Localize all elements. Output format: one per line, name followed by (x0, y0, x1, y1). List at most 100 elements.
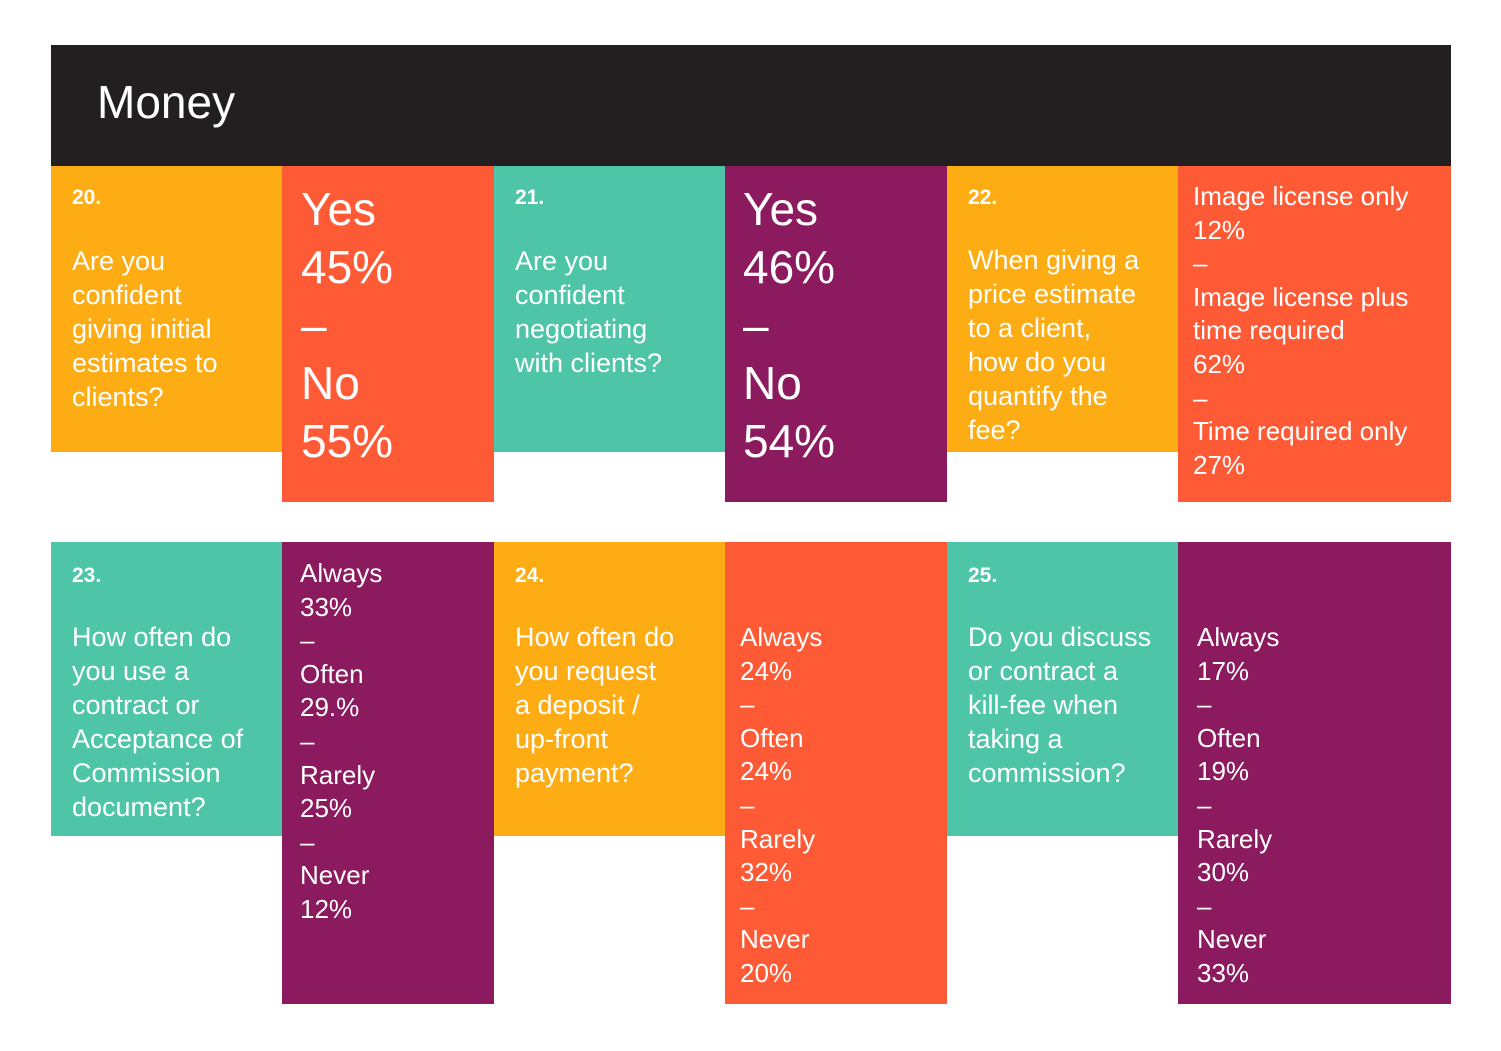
question-line: fee? (968, 415, 1021, 445)
answer-line: Yes (743, 183, 819, 235)
question-panel-20: 20. Are you confident giving initial est… (51, 166, 282, 452)
answer-line: time required (1193, 315, 1345, 346)
answer-line: 12% (1193, 214, 1246, 245)
question-line: you request (515, 656, 657, 686)
answer-text: Always 17% – Often 19% – Rarely 30% – Ne… (1197, 621, 1279, 991)
answer-text: Yes 45% – No 55% (301, 180, 393, 470)
header-bar: Money (51, 45, 1451, 166)
answer-line: 24% (740, 756, 793, 787)
answer-line: Always (300, 558, 383, 588)
question-text: When giving a price estimate to a client… (968, 243, 1139, 447)
question-line: estimates to (72, 348, 218, 378)
question-text: Are you confident giving initial estimat… (72, 244, 218, 414)
answer-line: Time required only (1193, 416, 1408, 447)
question-line: with clients? (515, 348, 663, 378)
question-line: contract or (72, 690, 200, 720)
question-line: negotiating (515, 314, 648, 344)
answer-line: 32% (740, 857, 793, 888)
question-line: confident (515, 280, 625, 310)
question-number: 23. (72, 564, 102, 587)
question-number: 22. (968, 186, 998, 209)
answer-line: 17% (1197, 655, 1250, 686)
answer-text: Image license only 12% – Image license p… (1193, 180, 1408, 482)
question-number: 21. (515, 186, 545, 209)
question-panel-24: 24. How often do you request a deposit /… (494, 542, 725, 836)
answer-panel-23: Always 33% – Often 29.% – Rarely 25% – N… (282, 542, 494, 1004)
question-line: taking a (968, 724, 1063, 754)
question-text: How often do you request a deposit / up-… (515, 620, 674, 790)
answer-line: – (1197, 789, 1212, 820)
answer-line: 62% (1193, 348, 1246, 379)
question-line: payment? (515, 758, 634, 788)
question-number: 25. (968, 564, 998, 587)
answer-line: 24% (740, 655, 793, 686)
answer-line: 46% (743, 241, 836, 293)
answer-line: Yes (301, 183, 377, 235)
answer-line: Image license only (1193, 181, 1409, 211)
answer-line: Rarely (300, 759, 376, 790)
question-line: price estimate (968, 279, 1137, 309)
question-line: document? (72, 792, 206, 822)
question-number: 24. (515, 564, 545, 587)
answer-panel-20: Yes 45% – No 55% (282, 166, 494, 502)
answer-line: – (743, 299, 769, 351)
answer-line: – (300, 625, 315, 656)
page-title: Money (97, 76, 236, 128)
question-line: up-front (515, 724, 609, 754)
answer-line: Always (740, 622, 823, 652)
answer-panel-21: Yes 46% – No 54% (725, 166, 947, 502)
question-line: When giving a (968, 245, 1140, 275)
question-line: Commission (72, 758, 221, 788)
answer-line: 33% (300, 591, 353, 622)
answer-text: Always 33% – Often 29.% – Rarely 25% – N… (300, 557, 382, 927)
question-line: kill-fee when (968, 690, 1119, 720)
answer-line: Never (740, 924, 810, 955)
question-text: Do you discuss or contract a kill-fee wh… (968, 620, 1151, 790)
question-panel-25: 25. Do you discuss or contract a kill-fe… (947, 542, 1178, 836)
answer-line: – (1197, 890, 1212, 921)
answer-line: No (301, 357, 360, 409)
answer-line: Rarely (740, 823, 816, 854)
question-line: quantify the (968, 381, 1108, 411)
answer-line: Rarely (1197, 823, 1273, 854)
answer-panel-22: Image license only 12% – Image license p… (1178, 166, 1451, 502)
answer-line: 55% (301, 415, 394, 467)
answer-line: – (740, 890, 755, 921)
answer-line: – (301, 299, 327, 351)
question-panel-22: 22. When giving a price estimate to a cl… (947, 166, 1178, 452)
question-line: you use a (72, 656, 190, 686)
answer-panel-25: Always 17% – Often 19% – Rarely 30% – Ne… (1178, 542, 1451, 1004)
question-line: Acceptance of (72, 724, 244, 754)
question-panel-21: 21. Are you confident negotiating with c… (494, 166, 725, 452)
answer-line: No (743, 357, 802, 409)
question-line: Do you discuss (968, 622, 1152, 652)
answer-line: 33% (1197, 957, 1250, 988)
answer-line: 20% (740, 957, 793, 988)
question-line: to a client, (968, 313, 1092, 343)
answer-line: – (1193, 382, 1208, 413)
answer-line: 19% (1197, 756, 1250, 787)
answer-line: Never (1197, 924, 1267, 955)
answer-line: 45% (301, 241, 394, 293)
question-text: How often do you use a contract or Accep… (72, 620, 243, 824)
question-line: giving initial (72, 314, 212, 344)
answer-line: – (1193, 248, 1208, 279)
answer-line: 27% (1193, 449, 1246, 480)
question-line: or contract a (968, 656, 1119, 686)
answer-line: – (1197, 689, 1212, 720)
answer-panel-24: Always 24% – Often 24% – Rarely 32% – Ne… (725, 542, 947, 1004)
question-line: commission? (968, 758, 1126, 788)
question-line: how do you (968, 347, 1107, 377)
answer-line: Often (740, 722, 804, 753)
answer-line: – (740, 789, 755, 820)
question-line: Are you (72, 246, 166, 276)
question-line: a deposit / (515, 690, 640, 720)
question-panel-23: 23. How often do you use a contract or A… (51, 542, 282, 836)
answer-line: Never (300, 860, 370, 891)
question-number: 20. (72, 186, 102, 209)
answer-line: Always (1197, 622, 1280, 652)
answer-line: Image license plus (1193, 281, 1409, 312)
question-line: Are you (515, 246, 609, 276)
answer-line: 12% (300, 893, 353, 924)
question-line: confident (72, 280, 182, 310)
